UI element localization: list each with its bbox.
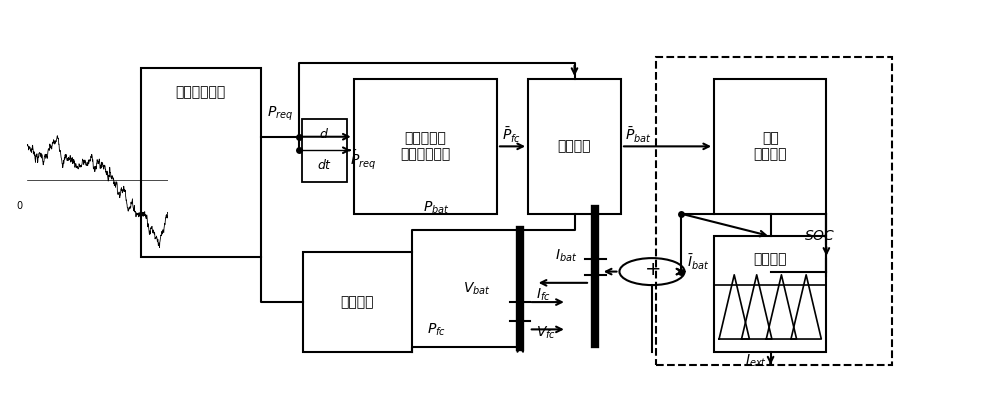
- Text: $I_{fc}$: $I_{fc}$: [536, 287, 550, 303]
- Bar: [656, 57, 892, 365]
- Text: $P_{req}$: $P_{req}$: [267, 105, 293, 123]
- Text: 负载功率需求: 负载功率需求: [175, 85, 226, 99]
- Text: $\bar{P}_{fc}$: $\bar{P}_{fc}$: [502, 126, 521, 145]
- Bar: [354, 79, 497, 214]
- Bar: [714, 236, 826, 352]
- Text: $I_{bat}$: $I_{bat}$: [555, 248, 577, 264]
- Text: $\bar{I}_{bat}$: $\bar{I}_{bat}$: [687, 252, 709, 271]
- Text: $\dot{P}_{req}$: $\dot{P}_{req}$: [350, 148, 376, 171]
- Text: 动力
电池模型: 动力 电池模型: [753, 131, 787, 161]
- Text: $SOC$: $SOC$: [804, 229, 835, 243]
- Bar: [302, 119, 347, 182]
- Text: $V_{fc}$: $V_{fc}$: [536, 324, 556, 341]
- Bar: [714, 79, 826, 214]
- Text: 模糊逻辑: 模糊逻辑: [753, 252, 787, 266]
- Text: 功率平衡: 功率平衡: [341, 295, 374, 309]
- Text: 功率平衡: 功率平衡: [558, 139, 591, 153]
- Text: $P_{fc}$: $P_{fc}$: [427, 322, 446, 338]
- Text: $\bar{P}_{bat}$: $\bar{P}_{bat}$: [625, 126, 652, 145]
- Text: $dt$: $dt$: [317, 158, 332, 172]
- Bar: [303, 252, 412, 352]
- Text: $d$: $d$: [319, 127, 329, 141]
- Text: 0: 0: [17, 201, 23, 211]
- Bar: [140, 68, 261, 257]
- Text: $I_{ext}$: $I_{ext}$: [745, 353, 767, 369]
- Bar: [528, 79, 621, 214]
- Text: $V_{bat}$: $V_{bat}$: [463, 280, 491, 297]
- Text: $+$: $+$: [644, 261, 660, 279]
- Text: $P_{bat}$: $P_{bat}$: [423, 199, 450, 216]
- Text: 期望的燃料
电池功率调节: 期望的燃料 电池功率调节: [400, 131, 450, 161]
